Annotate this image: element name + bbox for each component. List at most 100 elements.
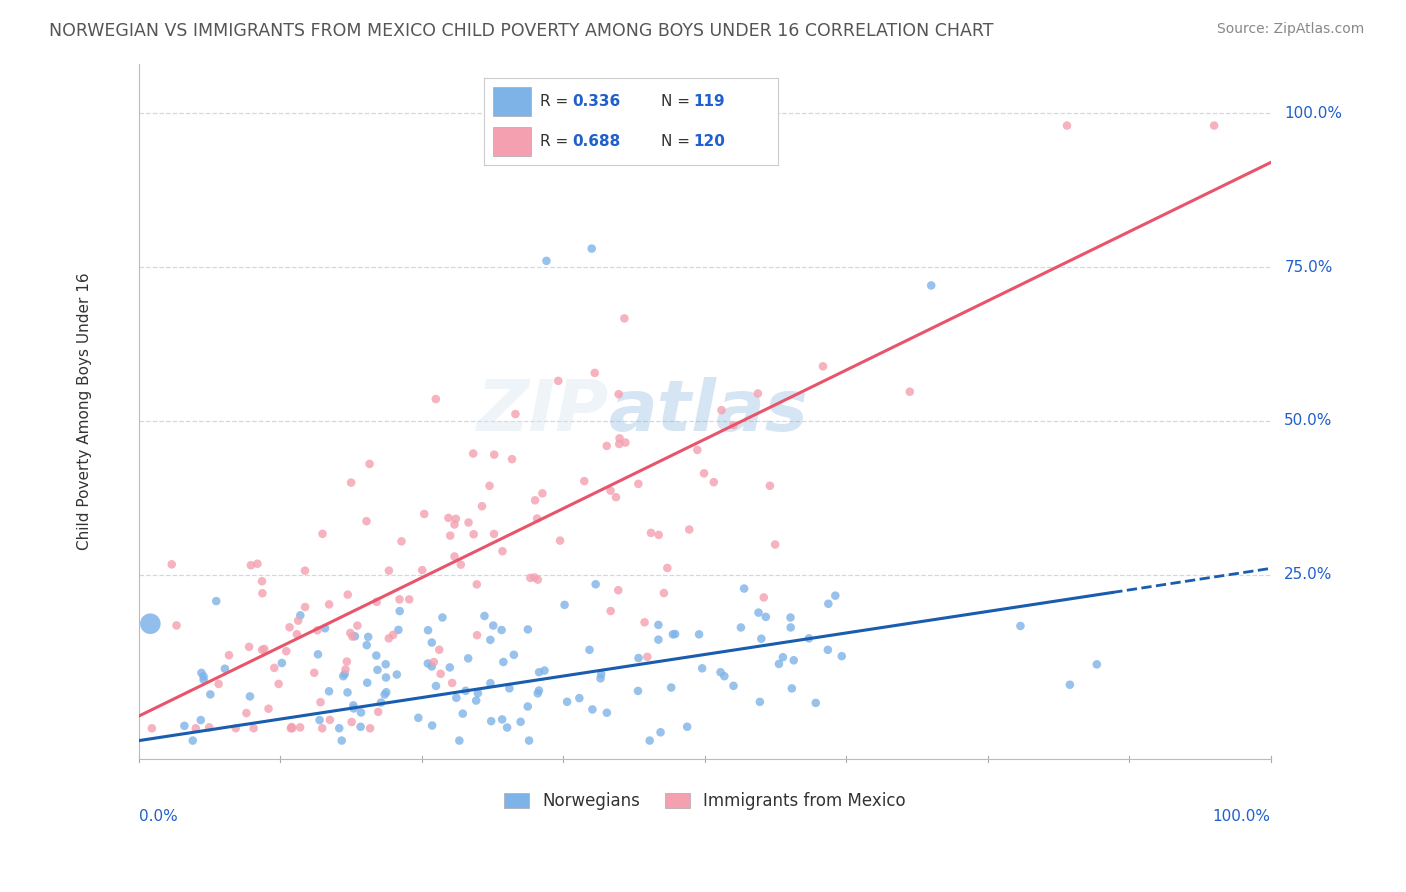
Text: NORWEGIAN VS IMMIGRANTS FROM MEXICO CHILD POVERTY AMONG BOYS UNDER 16 CORRELATIO: NORWEGIAN VS IMMIGRANTS FROM MEXICO CHIL… — [49, 22, 994, 40]
Point — [374, 657, 396, 672]
Point — [450, 558, 472, 572]
Point — [527, 683, 550, 698]
Text: atlas: atlas — [609, 377, 808, 446]
Point — [382, 628, 405, 642]
Point — [614, 435, 637, 450]
Point — [270, 656, 292, 670]
Point — [420, 659, 443, 673]
Text: 100.0%: 100.0% — [1284, 106, 1343, 120]
Point — [479, 632, 502, 647]
Point — [200, 687, 222, 701]
Point — [307, 648, 329, 662]
Text: 0.0%: 0.0% — [139, 809, 177, 824]
Text: ZIP: ZIP — [477, 377, 609, 446]
Point — [423, 655, 446, 669]
Point — [752, 591, 775, 605]
Point — [554, 598, 576, 612]
Point — [427, 642, 450, 657]
Point — [370, 696, 392, 710]
Point — [780, 681, 803, 696]
Point — [783, 653, 806, 667]
Point — [332, 669, 354, 683]
Point — [574, 474, 596, 488]
Point — [308, 713, 330, 727]
Point — [278, 620, 301, 634]
Point — [441, 676, 464, 690]
Point — [527, 573, 550, 587]
Point — [640, 525, 662, 540]
Point — [920, 278, 942, 293]
Point — [591, 667, 613, 681]
Point — [444, 512, 467, 526]
Point — [688, 627, 710, 641]
Point — [824, 589, 846, 603]
Point — [387, 623, 409, 637]
Point — [772, 650, 794, 665]
Point — [388, 592, 411, 607]
Point — [457, 516, 479, 530]
Point — [747, 606, 769, 620]
Point — [311, 526, 333, 541]
Point — [432, 610, 454, 624]
Text: Child Poverty Among Boys Under 16: Child Poverty Among Boys Under 16 — [76, 273, 91, 550]
Point — [311, 721, 333, 735]
Point — [319, 713, 342, 727]
Point — [257, 702, 280, 716]
Point — [359, 721, 381, 735]
Point — [599, 604, 621, 618]
Point — [482, 618, 505, 632]
Point — [302, 665, 325, 680]
Point — [198, 720, 221, 734]
Point — [759, 479, 782, 493]
Point — [357, 630, 380, 644]
Point — [526, 511, 548, 525]
Point — [465, 628, 488, 642]
Point — [647, 618, 669, 632]
Point — [190, 713, 212, 727]
Point — [333, 667, 356, 681]
Point — [627, 684, 650, 698]
Point — [190, 665, 212, 680]
Point — [650, 725, 672, 739]
Point — [496, 721, 519, 735]
Point — [516, 623, 538, 637]
Point — [263, 661, 285, 675]
Point — [755, 610, 778, 624]
Point — [239, 558, 262, 573]
Point — [526, 686, 548, 700]
Point — [659, 681, 682, 695]
Point — [627, 476, 650, 491]
Point — [252, 586, 274, 600]
Point — [239, 690, 262, 704]
Point — [314, 621, 336, 635]
Point — [359, 457, 381, 471]
Point — [160, 558, 183, 572]
Point — [647, 528, 669, 542]
Point — [378, 564, 401, 578]
Point — [411, 563, 433, 577]
Point — [328, 721, 350, 735]
Point — [218, 648, 240, 663]
Point — [398, 592, 420, 607]
Point — [429, 666, 451, 681]
Point — [342, 630, 364, 644]
Point — [768, 657, 790, 671]
Point — [330, 733, 353, 747]
Point — [349, 720, 371, 734]
Point — [465, 577, 488, 591]
Point — [343, 629, 366, 643]
Point — [267, 677, 290, 691]
Point — [366, 648, 388, 663]
Point — [420, 635, 443, 649]
Point — [479, 676, 502, 690]
Text: 100.0%: 100.0% — [1213, 809, 1271, 824]
Point — [505, 407, 527, 421]
Point — [1085, 657, 1108, 672]
Point — [374, 688, 396, 702]
Point — [547, 374, 569, 388]
Point — [276, 644, 298, 658]
Point — [519, 571, 541, 585]
Point — [342, 698, 364, 713]
Point — [536, 253, 558, 268]
Point — [367, 705, 389, 719]
